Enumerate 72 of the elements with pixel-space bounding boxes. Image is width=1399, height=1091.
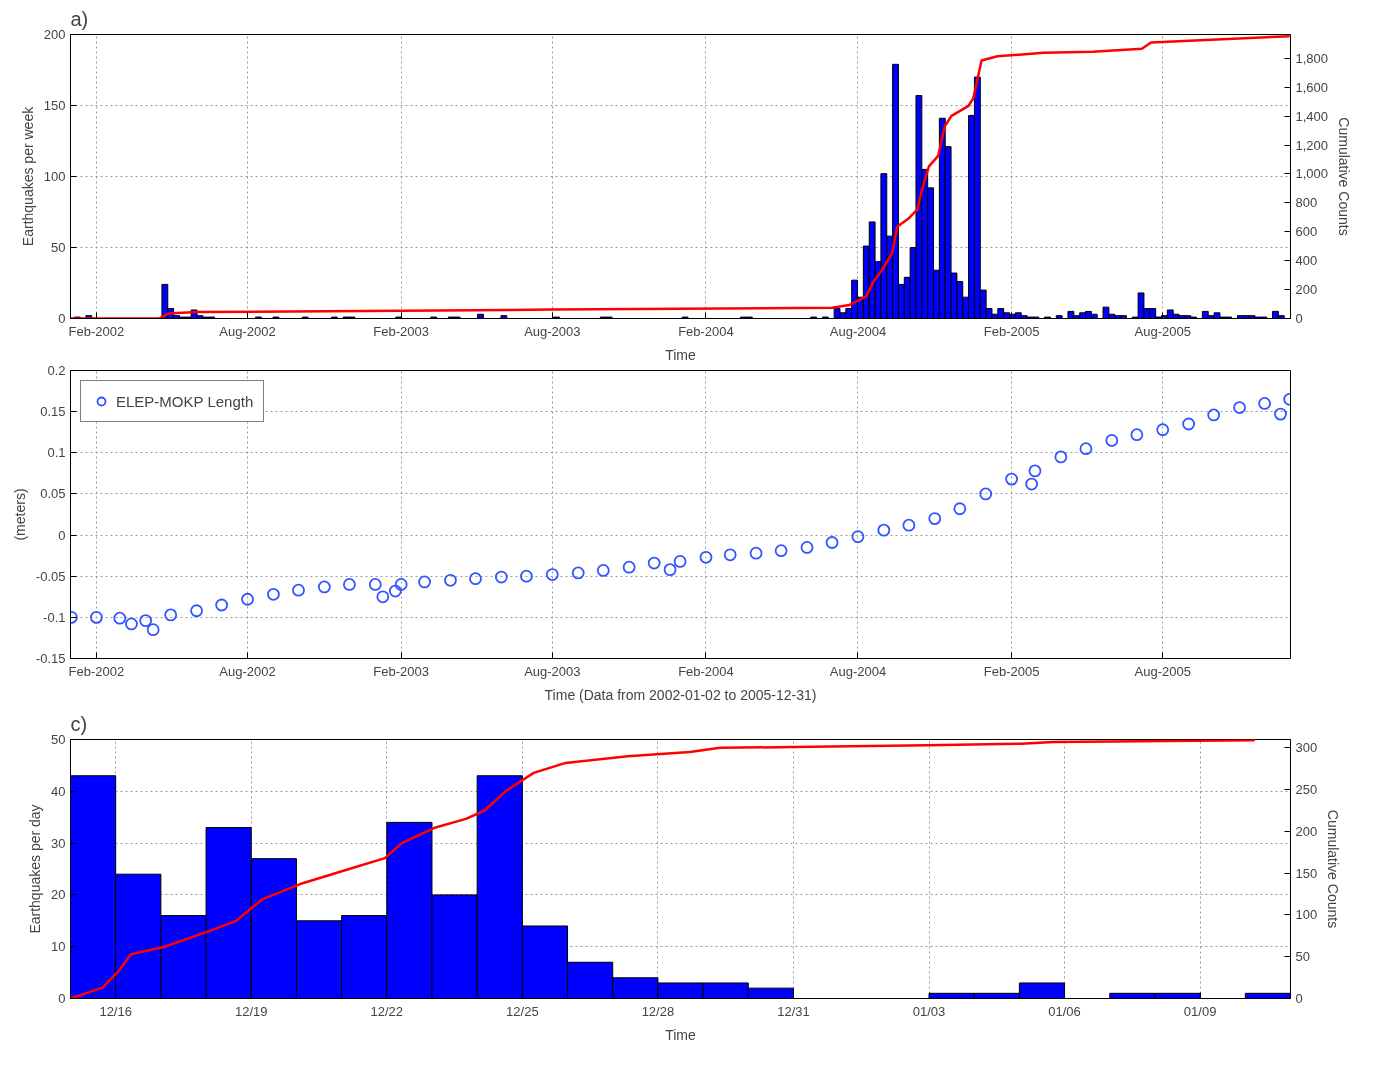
y2-tick-label: 200	[1295, 282, 1318, 298]
y-tick-label: 100	[43, 169, 66, 184]
y2-tick-label: 50	[1295, 949, 1310, 965]
y2-tick-label: 800	[1295, 195, 1318, 211]
x-tick-label: Feb-2002	[68, 323, 125, 339]
x-tick-label: 12/19	[234, 1003, 268, 1019]
x-tick-label: 01/06	[1048, 1003, 1081, 1019]
y-axis-title: Earthquakes per week	[19, 105, 36, 247]
y-tick-label: 0.2	[47, 363, 66, 378]
y-tick-label: 200	[43, 27, 66, 42]
y2-tick-label: 1,600	[1295, 79, 1329, 95]
x-tick-label: Feb-2002	[68, 663, 125, 679]
y2-tick-label: 400	[1295, 253, 1318, 269]
x-tick-label: Feb-2005	[983, 323, 1040, 339]
y2-tick-label: 100	[1295, 907, 1318, 923]
y-tick-label: 50	[51, 732, 66, 747]
y-tick-label: 30	[51, 835, 66, 851]
chart-title: c)	[70, 712, 88, 735]
y2-tick-label: 0	[1295, 991, 1303, 1006]
x-tick-label: Aug-2003	[524, 663, 581, 679]
x-tick-label: 12/16	[99, 1003, 132, 1019]
x-tick-label: Aug-2002	[219, 663, 276, 679]
x-tick-label: 12/28	[641, 1003, 675, 1019]
x-tick-label: 01/03	[912, 1003, 946, 1019]
y2-tick-label: 600	[1295, 224, 1318, 240]
x-tick-label: Aug-2004	[829, 323, 887, 339]
x-axis-title: Time	[665, 346, 697, 363]
y2-tick-label: 1,400	[1295, 108, 1329, 124]
y-tick-label: 0.1	[47, 445, 66, 461]
y-tick-label: 0.05	[40, 486, 66, 502]
y-tick-label: 0.15	[40, 404, 66, 420]
x-axis-title: Time	[665, 1026, 697, 1043]
x-tick-label: Aug-2003	[524, 323, 581, 339]
y-tick-label: -0.15	[35, 651, 66, 666]
x-tick-label: 12/22	[370, 1003, 404, 1019]
y2-tick-label: 150	[1295, 865, 1318, 881]
y2-axis-title: Cumulative Counts	[1325, 809, 1342, 929]
x-tick-label: Feb-2003	[373, 323, 430, 339]
y2-tick-label: 300	[1295, 740, 1318, 756]
x-tick-label: 12/25	[506, 1003, 539, 1019]
x-tick-label: Aug-2005	[1134, 323, 1191, 339]
y2-axis-title: Cumulative Counts	[1336, 117, 1353, 236]
y-tick-label: 20	[51, 887, 66, 903]
y-tick-label: 40	[51, 783, 66, 799]
x-tick-label: Aug-2004	[829, 663, 887, 679]
x-tick-label: 01/09	[1183, 1003, 1217, 1019]
y-tick-label: 0	[58, 991, 66, 1006]
legend-label: ELEP-MOKP Length	[116, 392, 254, 410]
y2-tick-label: 1,200	[1295, 137, 1329, 153]
y2-tick-label: 0	[1295, 311, 1303, 326]
y-tick-label: 0	[58, 527, 66, 543]
y-tick-label: 10	[51, 939, 66, 955]
y-tick-label: -0.05	[35, 568, 66, 584]
y2-tick-label: 250	[1295, 782, 1318, 798]
chart-title: a)	[70, 7, 89, 30]
x-tick-label: Aug-2002	[219, 323, 276, 339]
y2-tick-label: 200	[1295, 823, 1318, 839]
y-tick-label: 0	[58, 311, 66, 326]
y2-tick-label: 1,800	[1295, 50, 1329, 66]
x-tick-label: 12/31	[777, 1003, 810, 1019]
y-axis-title: Earthquakes per day	[27, 804, 44, 934]
y-axis-title: (meters)	[11, 488, 28, 541]
x-tick-label: Feb-2003	[373, 663, 430, 679]
x-tick-label: Feb-2004	[678, 323, 734, 339]
y-tick-label: 50	[51, 240, 66, 255]
x-tick-label: Feb-2004	[678, 663, 734, 679]
x-axis-title: Time (Data from 2002-01-02 to 2005-12-31)	[544, 686, 817, 703]
y2-tick-label: 1,000	[1295, 166, 1329, 182]
x-tick-label: Aug-2005	[1134, 663, 1191, 679]
x-tick-label: Feb-2005	[983, 663, 1040, 679]
y-tick-label: 150	[43, 98, 66, 113]
y-tick-label: -0.1	[43, 609, 66, 625]
